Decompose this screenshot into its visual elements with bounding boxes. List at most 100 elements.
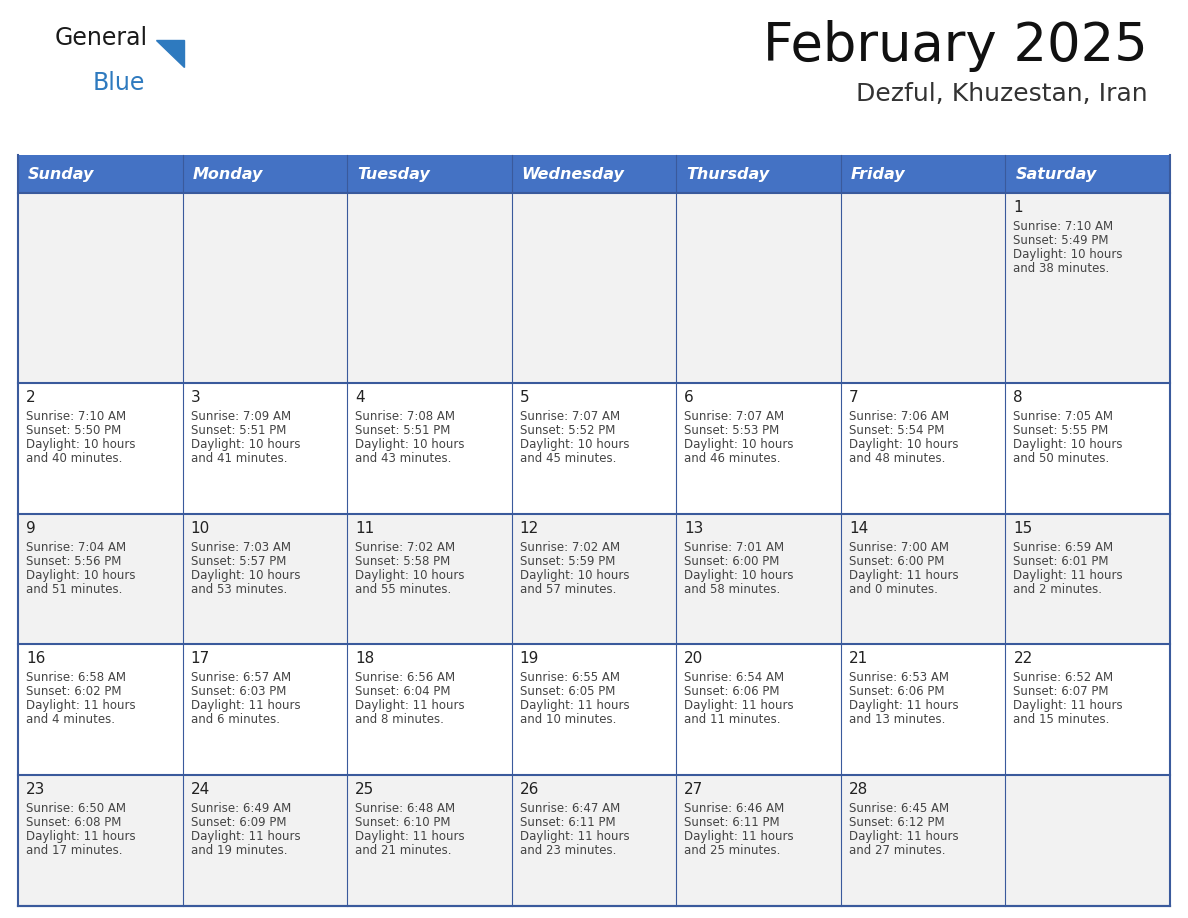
Text: and 57 minutes.: and 57 minutes.	[519, 583, 617, 596]
Text: Daylight: 11 hours: Daylight: 11 hours	[190, 830, 301, 843]
Text: Sunrise: 7:03 AM: Sunrise: 7:03 AM	[190, 541, 291, 554]
Text: Sunrise: 7:08 AM: Sunrise: 7:08 AM	[355, 409, 455, 422]
Text: and 41 minutes.: and 41 minutes.	[190, 452, 287, 465]
Text: Sunset: 6:11 PM: Sunset: 6:11 PM	[519, 816, 615, 829]
Text: Sunrise: 6:45 AM: Sunrise: 6:45 AM	[849, 802, 949, 815]
Text: Sunset: 5:52 PM: Sunset: 5:52 PM	[519, 424, 615, 437]
Text: Sunset: 6:09 PM: Sunset: 6:09 PM	[190, 816, 286, 829]
Text: 10: 10	[190, 521, 210, 535]
Text: and 43 minutes.: and 43 minutes.	[355, 452, 451, 465]
Text: and 40 minutes.: and 40 minutes.	[26, 452, 122, 465]
Text: Friday: Friday	[851, 166, 905, 182]
Text: and 53 minutes.: and 53 minutes.	[190, 583, 286, 596]
Text: Sunset: 6:00 PM: Sunset: 6:00 PM	[849, 554, 944, 567]
Text: Sunrise: 6:56 AM: Sunrise: 6:56 AM	[355, 671, 455, 684]
Text: Daylight: 10 hours: Daylight: 10 hours	[849, 438, 959, 451]
Text: Sunrise: 6:49 AM: Sunrise: 6:49 AM	[190, 802, 291, 815]
Text: 5: 5	[519, 390, 530, 405]
Text: Sunset: 5:57 PM: Sunset: 5:57 PM	[190, 554, 286, 567]
Text: Sunset: 6:12 PM: Sunset: 6:12 PM	[849, 816, 944, 829]
FancyBboxPatch shape	[18, 193, 1170, 383]
Text: Daylight: 10 hours: Daylight: 10 hours	[519, 438, 630, 451]
Text: 12: 12	[519, 521, 539, 535]
Text: Sunrise: 6:53 AM: Sunrise: 6:53 AM	[849, 671, 949, 684]
Text: Sunrise: 7:10 AM: Sunrise: 7:10 AM	[26, 409, 126, 422]
Text: Sunrise: 6:47 AM: Sunrise: 6:47 AM	[519, 802, 620, 815]
Text: 28: 28	[849, 782, 868, 797]
Text: General: General	[55, 26, 148, 50]
Text: Sunrise: 6:55 AM: Sunrise: 6:55 AM	[519, 671, 620, 684]
FancyBboxPatch shape	[18, 775, 1170, 906]
Text: Sunset: 6:03 PM: Sunset: 6:03 PM	[190, 686, 286, 699]
Text: Sunrise: 6:52 AM: Sunrise: 6:52 AM	[1013, 671, 1113, 684]
Text: and 17 minutes.: and 17 minutes.	[26, 845, 122, 857]
Text: Sunset: 6:05 PM: Sunset: 6:05 PM	[519, 686, 615, 699]
Text: and 45 minutes.: and 45 minutes.	[519, 452, 617, 465]
Text: 4: 4	[355, 390, 365, 405]
Text: Dezful, Khuzestan, Iran: Dezful, Khuzestan, Iran	[857, 82, 1148, 106]
Text: Sunset: 6:01 PM: Sunset: 6:01 PM	[1013, 554, 1108, 567]
Text: 24: 24	[190, 782, 210, 797]
Text: Sunrise: 6:50 AM: Sunrise: 6:50 AM	[26, 802, 126, 815]
Text: 1: 1	[1013, 200, 1023, 215]
Text: Daylight: 11 hours: Daylight: 11 hours	[26, 700, 135, 712]
Text: Daylight: 11 hours: Daylight: 11 hours	[519, 700, 630, 712]
Text: 22: 22	[1013, 652, 1032, 666]
Polygon shape	[156, 40, 184, 67]
Text: and 4 minutes.: and 4 minutes.	[26, 713, 115, 726]
Text: Sunrise: 6:48 AM: Sunrise: 6:48 AM	[355, 802, 455, 815]
Text: Daylight: 11 hours: Daylight: 11 hours	[355, 830, 465, 843]
Text: and 23 minutes.: and 23 minutes.	[519, 845, 617, 857]
Text: and 58 minutes.: and 58 minutes.	[684, 583, 781, 596]
Text: Daylight: 10 hours: Daylight: 10 hours	[355, 568, 465, 581]
Text: Sunset: 5:54 PM: Sunset: 5:54 PM	[849, 424, 944, 437]
Text: Sunset: 6:04 PM: Sunset: 6:04 PM	[355, 686, 450, 699]
Text: and 6 minutes.: and 6 minutes.	[190, 713, 279, 726]
Text: Daylight: 11 hours: Daylight: 11 hours	[849, 700, 959, 712]
Text: February 2025: February 2025	[763, 20, 1148, 72]
Text: Daylight: 11 hours: Daylight: 11 hours	[684, 700, 794, 712]
Text: Saturday: Saturday	[1016, 166, 1097, 182]
FancyBboxPatch shape	[18, 513, 1170, 644]
Text: Daylight: 10 hours: Daylight: 10 hours	[355, 438, 465, 451]
Text: 16: 16	[26, 652, 45, 666]
Text: Sunrise: 6:58 AM: Sunrise: 6:58 AM	[26, 671, 126, 684]
Text: Sunset: 6:06 PM: Sunset: 6:06 PM	[684, 686, 779, 699]
Text: and 21 minutes.: and 21 minutes.	[355, 845, 451, 857]
Text: Daylight: 10 hours: Daylight: 10 hours	[684, 568, 794, 581]
Text: Daylight: 10 hours: Daylight: 10 hours	[26, 438, 135, 451]
Text: Daylight: 11 hours: Daylight: 11 hours	[849, 568, 959, 581]
Text: Sunset: 6:07 PM: Sunset: 6:07 PM	[1013, 686, 1108, 699]
Text: Sunrise: 7:04 AM: Sunrise: 7:04 AM	[26, 541, 126, 554]
Text: Sunset: 6:11 PM: Sunset: 6:11 PM	[684, 816, 779, 829]
Text: 26: 26	[519, 782, 539, 797]
Text: Sunset: 5:58 PM: Sunset: 5:58 PM	[355, 554, 450, 567]
Text: Sunset: 6:02 PM: Sunset: 6:02 PM	[26, 686, 121, 699]
Text: Sunrise: 7:05 AM: Sunrise: 7:05 AM	[1013, 409, 1113, 422]
FancyBboxPatch shape	[18, 383, 1170, 513]
Text: and 8 minutes.: and 8 minutes.	[355, 713, 444, 726]
FancyBboxPatch shape	[18, 155, 1170, 193]
Text: Sunrise: 7:10 AM: Sunrise: 7:10 AM	[1013, 220, 1113, 233]
Text: and 27 minutes.: and 27 minutes.	[849, 845, 946, 857]
Text: Sunset: 5:56 PM: Sunset: 5:56 PM	[26, 554, 121, 567]
Text: and 19 minutes.: and 19 minutes.	[190, 845, 287, 857]
Text: Daylight: 11 hours: Daylight: 11 hours	[849, 830, 959, 843]
Text: Sunrise: 6:59 AM: Sunrise: 6:59 AM	[1013, 541, 1113, 554]
Text: Sunset: 6:10 PM: Sunset: 6:10 PM	[355, 816, 450, 829]
Text: and 46 minutes.: and 46 minutes.	[684, 452, 781, 465]
Text: Sunset: 5:53 PM: Sunset: 5:53 PM	[684, 424, 779, 437]
Text: and 10 minutes.: and 10 minutes.	[519, 713, 617, 726]
Text: 18: 18	[355, 652, 374, 666]
Text: 20: 20	[684, 652, 703, 666]
Text: Sunrise: 7:07 AM: Sunrise: 7:07 AM	[519, 409, 620, 422]
Text: Daylight: 10 hours: Daylight: 10 hours	[190, 438, 301, 451]
Text: Sunrise: 7:07 AM: Sunrise: 7:07 AM	[684, 409, 784, 422]
Text: Daylight: 10 hours: Daylight: 10 hours	[1013, 248, 1123, 261]
Text: and 15 minutes.: and 15 minutes.	[1013, 713, 1110, 726]
Text: Sunset: 5:50 PM: Sunset: 5:50 PM	[26, 424, 121, 437]
Text: 19: 19	[519, 652, 539, 666]
Text: 9: 9	[26, 521, 36, 535]
Text: Sunrise: 7:06 AM: Sunrise: 7:06 AM	[849, 409, 949, 422]
Text: 25: 25	[355, 782, 374, 797]
